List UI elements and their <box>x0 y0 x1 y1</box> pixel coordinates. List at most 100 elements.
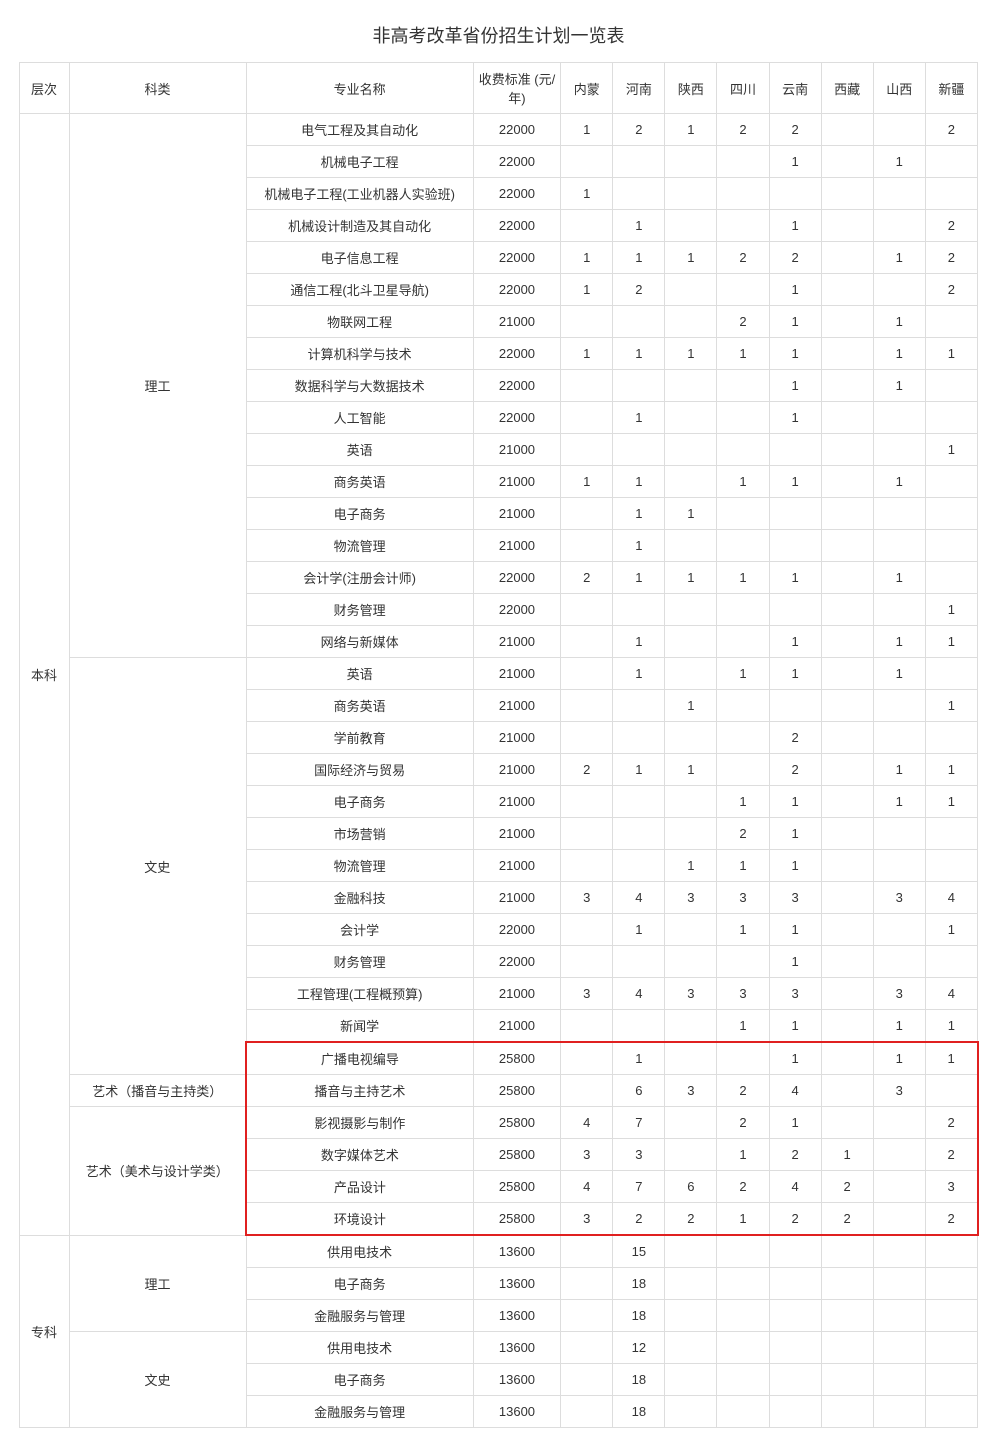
cell-value: 1 <box>717 562 769 594</box>
cell-value <box>665 1107 717 1139</box>
cell-value: 1 <box>665 114 717 146</box>
cell-major: 播音与主持艺术 <box>246 1075 473 1107</box>
cell-value <box>873 946 925 978</box>
cell-value <box>821 626 873 658</box>
cell-value <box>873 1268 925 1300</box>
cell-value <box>821 786 873 818</box>
cell-value <box>821 1235 873 1268</box>
cell-value <box>925 1332 977 1364</box>
cell-value: 1 <box>873 146 925 178</box>
cell-value <box>925 402 977 434</box>
cell-value: 1 <box>665 498 717 530</box>
cell-value: 1 <box>613 242 665 274</box>
cell-value <box>561 530 613 562</box>
cell-value <box>873 818 925 850</box>
cell-major: 商务英语 <box>246 466 473 498</box>
cell-value <box>717 1300 769 1332</box>
cell-value <box>873 434 925 466</box>
cell-fee: 13600 <box>473 1235 561 1268</box>
cell-value: 2 <box>613 114 665 146</box>
cell-value <box>561 818 613 850</box>
cell-value <box>873 178 925 210</box>
cell-value <box>821 242 873 274</box>
cell-value: 1 <box>873 306 925 338</box>
cell-major: 电子商务 <box>246 1268 473 1300</box>
cell-value <box>873 914 925 946</box>
cell-value: 2 <box>717 1075 769 1107</box>
cell-value <box>821 498 873 530</box>
cell-value: 1 <box>925 1042 977 1075</box>
cell-value <box>925 1396 977 1428</box>
cell-major: 供用电技术 <box>246 1332 473 1364</box>
cell-value <box>821 690 873 722</box>
cell-value <box>769 1235 821 1268</box>
table-row: 本科理工电气工程及其自动化22000121222 <box>19 114 978 146</box>
cell-value <box>821 658 873 690</box>
cell-value: 4 <box>613 882 665 914</box>
cell-value <box>717 1235 769 1268</box>
cell-value <box>925 946 977 978</box>
cell-value <box>665 626 717 658</box>
cell-value <box>717 274 769 306</box>
cell-value <box>665 658 717 690</box>
cell-value <box>717 178 769 210</box>
cell-value <box>873 1364 925 1396</box>
cell-value <box>561 722 613 754</box>
cell-major: 机械电子工程(工业机器人实验班) <box>246 178 473 210</box>
cell-fee: 21000 <box>473 626 561 658</box>
header-province: 山西 <box>873 63 925 114</box>
cell-value: 1 <box>925 434 977 466</box>
cell-value <box>821 306 873 338</box>
cell-value <box>665 1332 717 1364</box>
cell-fee: 21000 <box>473 978 561 1010</box>
cell-category: 理工 <box>69 114 246 658</box>
enrollment-table: 层次 科类 专业名称 收费标准 (元/年) 内蒙 河南 陕西 四川 云南 西藏 … <box>19 62 979 1428</box>
cell-fee: 21000 <box>473 818 561 850</box>
cell-value: 1 <box>769 210 821 242</box>
cell-value: 1 <box>873 370 925 402</box>
cell-value: 1 <box>769 274 821 306</box>
cell-value <box>613 786 665 818</box>
cell-value <box>925 498 977 530</box>
cell-value: 3 <box>561 882 613 914</box>
cell-value <box>769 1364 821 1396</box>
header-category: 科类 <box>69 63 246 114</box>
cell-major: 计算机科学与技术 <box>246 338 473 370</box>
cell-value: 2 <box>717 306 769 338</box>
cell-value: 3 <box>561 978 613 1010</box>
cell-value <box>769 1332 821 1364</box>
cell-value <box>873 690 925 722</box>
cell-value: 1 <box>925 786 977 818</box>
cell-value <box>925 658 977 690</box>
cell-value <box>821 146 873 178</box>
cell-value: 1 <box>925 690 977 722</box>
cell-major: 会计学 <box>246 914 473 946</box>
cell-value <box>561 1332 613 1364</box>
cell-value: 4 <box>925 882 977 914</box>
cell-value: 3 <box>717 978 769 1010</box>
cell-value: 3 <box>769 882 821 914</box>
cell-value: 2 <box>925 1203 977 1236</box>
cell-value <box>665 402 717 434</box>
cell-fee: 22000 <box>473 562 561 594</box>
cell-value <box>717 370 769 402</box>
cell-category: 文史 <box>69 1332 246 1428</box>
cell-value <box>561 658 613 690</box>
cell-value <box>561 1364 613 1396</box>
cell-fee: 21000 <box>473 498 561 530</box>
cell-value: 18 <box>613 1268 665 1300</box>
cell-value: 2 <box>925 114 977 146</box>
cell-value <box>665 306 717 338</box>
cell-fee: 21000 <box>473 306 561 338</box>
cell-value: 3 <box>665 882 717 914</box>
cell-value: 1 <box>925 914 977 946</box>
cell-value <box>821 1042 873 1075</box>
cell-value: 1 <box>769 626 821 658</box>
cell-major: 商务英语 <box>246 690 473 722</box>
cell-value <box>769 530 821 562</box>
cell-value: 1 <box>613 338 665 370</box>
cell-value: 1 <box>925 594 977 626</box>
cell-value: 2 <box>717 242 769 274</box>
cell-value: 1 <box>717 1203 769 1236</box>
cell-fee: 22000 <box>473 210 561 242</box>
